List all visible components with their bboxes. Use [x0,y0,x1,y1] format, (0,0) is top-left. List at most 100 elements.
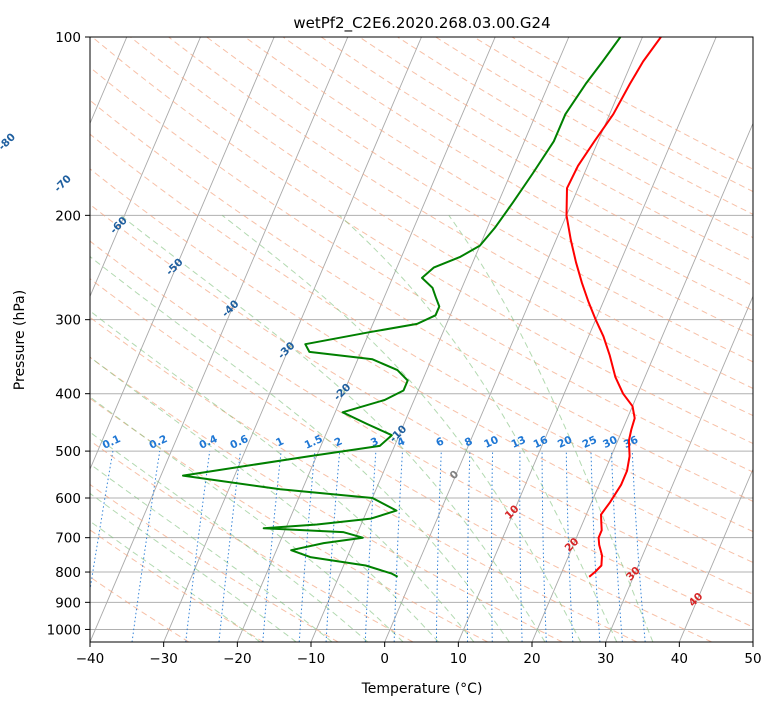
mixing-ratio-label: 3 [369,435,381,449]
moist-adiabat-line [90,255,510,642]
isotherm-line [457,37,717,642]
dry-adiabat-line [282,37,753,312]
y-tick-label: 1000 [47,622,81,638]
mixing-ratio-line [364,451,377,642]
background-lines [90,37,753,642]
x-tick-label: −10 [297,651,326,667]
isotherm-label: -80 [0,131,18,153]
y-tick-label: 100 [55,30,81,46]
mixing-ratio-label: 25 [581,434,599,451]
profile-lines [182,37,662,578]
moist-adiabat-line [90,492,297,642]
x-tick-label: −30 [149,651,178,667]
isotherm-line [605,295,753,642]
mixing-ratio-label: 0.2 [147,433,169,452]
mixing-ratio-label: 30 [601,434,619,451]
mixing-ratio-label: 1 [274,435,286,449]
isotherm-line [678,467,753,642]
moist-adiabat-line [221,214,582,642]
dry-adiabat-line [90,576,190,642]
x-tick-label: 40 [671,651,688,667]
mixing-ratio-label: 36 [622,434,640,451]
dry-adiabat-line [168,37,753,389]
mixing-ratio-line [435,451,442,642]
dry-adiabat-line [90,316,638,642]
x-tick-label: 20 [523,651,540,667]
mixing-ratio-label: 0.6 [228,433,250,452]
y-tick-label: 700 [55,531,81,547]
mixing-ratio-line [466,451,471,642]
dry-adiabat-line [90,440,414,642]
x-tick-label: 0 [380,651,389,667]
x-axis-label: Temperature (°C) [361,681,483,697]
mixing-ratio-label: 4 [395,435,407,449]
dry-adiabat-line [90,483,339,642]
moist-adiabat-line [120,214,546,642]
mixing-ratio-label: 13 [510,434,528,451]
plot-frame [89,36,754,643]
dry-adiabat-line [90,66,753,473]
dry-adiabat-line [244,37,753,337]
chart-title: wetPf2_C2E6.2020.268.03.00.G24 [293,14,550,33]
dry-adiabat-line [90,133,753,533]
mixing-ratio-line [491,451,494,642]
mixing-ratio-label: 20 [556,434,574,451]
mixing-ratio-label: 0.4 [197,433,219,452]
mixing-ratio-line [262,451,282,642]
isotherm-line [236,37,496,642]
mixing-ratio-line [519,451,523,642]
mixing-ratio-label: 16 [532,434,550,451]
x-tick-label: 10 [450,651,467,667]
mixing-ratio-line [611,451,623,642]
y-tick-label: 500 [55,444,81,460]
moist-adiabat-line [90,520,261,642]
moist-adiabat-line [448,215,654,642]
mixing-ratio-line [185,451,211,642]
isotherm-line [531,122,753,642]
y-tick-label: 600 [55,491,81,507]
moist-adiabat-line [90,310,475,642]
dry-adiabat-line [511,37,753,170]
x-tick-label: 50 [744,651,761,667]
dry-adiabat-line [130,37,753,417]
dry-adiabat-line [206,37,753,363]
moist-adiabat-line [90,396,404,642]
mixing-ratio-label: 2 [333,435,345,449]
x-tick-label: −40 [76,651,105,667]
isotherm-label-positive: 20 [563,536,582,555]
mixing-ratio-line [298,451,316,642]
x-tick-label: 30 [597,651,614,667]
mixing-ratio-label: 8 [463,435,475,449]
isotherm-label-positive: 30 [624,564,643,583]
isotherm-line [384,37,643,642]
isotherm-line [90,37,349,642]
y-tick-label: 900 [55,595,81,611]
isotherm-line [90,37,201,298]
moist-adiabat-line [90,463,333,642]
mixing-ratio-line [218,451,241,642]
axes: −40 −30 −20 −10 0 10 20 30 40 5010020030040050060… [47,30,762,667]
isotherm-label: -20 [331,381,353,403]
mixing-ratio-label: 10 [482,434,500,451]
y-tick-label: 300 [55,313,81,329]
y-tick-label: 400 [55,387,81,403]
y-tick-label: 200 [55,208,81,224]
x-tick-label: −20 [223,651,252,667]
mixing-ratio-line [631,451,646,642]
mixing-ratio-label: 6 [434,435,446,449]
isotherm-label-positive: 40 [687,590,706,609]
y-tick-label: 800 [55,565,81,581]
dry-adiabat-line [90,99,753,502]
isotherm-line [90,37,275,471]
y-axis-label: Pressure (hPa) [12,290,28,390]
temperature-profile-line [565,37,662,578]
dry-adiabat-line [90,529,264,642]
dry-adiabat-line [91,37,753,445]
moist-adiabat-line [90,356,439,642]
mixing-ratio-line [131,451,161,642]
mixing-ratio-line [590,451,601,642]
moist-adiabat-line [339,214,618,642]
isotherm-line [752,640,753,642]
isotherm-label: -50 [164,256,186,278]
